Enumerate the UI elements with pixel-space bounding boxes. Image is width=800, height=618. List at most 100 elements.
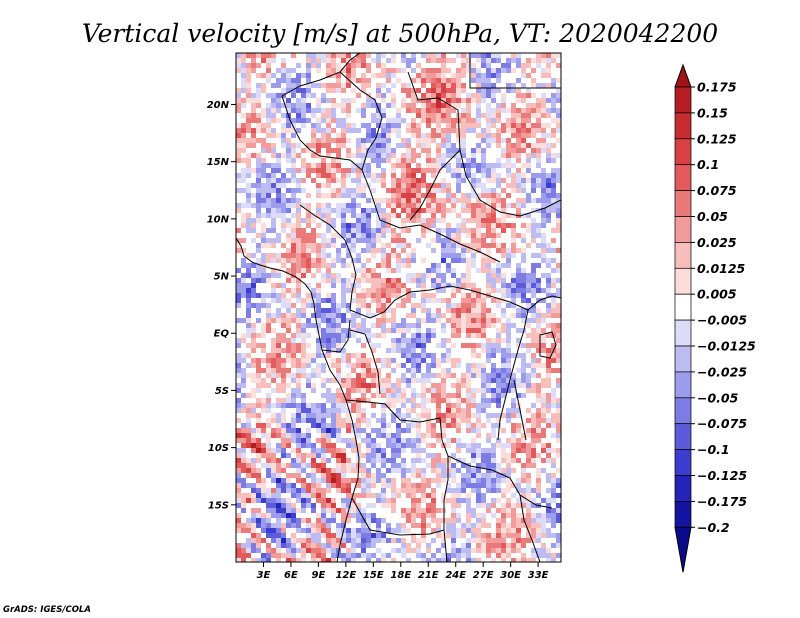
- field-cell: [236, 433, 241, 438]
- field-cell: [276, 143, 281, 148]
- field-cell: [291, 118, 296, 123]
- field-cell: [286, 183, 291, 188]
- field-cell: [356, 293, 361, 298]
- field-cell: [471, 223, 476, 228]
- field-cell: [401, 218, 406, 223]
- field-cell: [271, 383, 276, 388]
- field-cell: [276, 118, 281, 123]
- field-cell: [456, 318, 461, 323]
- field-cell: [291, 143, 296, 148]
- field-cell: [416, 428, 421, 433]
- field-cell: [356, 153, 361, 158]
- field-cell: [321, 288, 326, 293]
- field-cell: [281, 318, 286, 323]
- field-cell: [551, 133, 556, 138]
- field-cell: [386, 198, 391, 203]
- field-cell: [281, 408, 286, 413]
- field-cell: [286, 253, 291, 258]
- field-cell: [346, 63, 351, 68]
- field-cell: [351, 203, 356, 208]
- field-cell: [271, 118, 276, 123]
- field-cell: [316, 53, 321, 58]
- field-cell: [361, 173, 366, 178]
- field-cell: [556, 198, 561, 203]
- field-cell: [481, 138, 486, 143]
- field-cell: [256, 213, 261, 218]
- field-cell: [281, 208, 286, 213]
- field-cell: [491, 418, 496, 423]
- field-cell: [301, 98, 306, 103]
- field-cell: [376, 113, 381, 118]
- field-cell: [441, 128, 446, 133]
- field-cell: [521, 338, 526, 343]
- field-cell: [431, 313, 436, 318]
- field-cell: [396, 388, 401, 393]
- field-cell: [546, 358, 551, 363]
- field-cell: [271, 263, 276, 268]
- field-cell: [521, 393, 526, 398]
- field-cell: [321, 298, 326, 303]
- field-cell: [331, 423, 336, 428]
- field-cell: [356, 368, 361, 373]
- field-cell: [466, 408, 471, 413]
- field-cell: [491, 393, 496, 398]
- field-cell: [241, 268, 246, 273]
- field-cell: [246, 178, 251, 183]
- field-cell: [476, 193, 481, 198]
- field-cell: [291, 348, 296, 353]
- field-cell: [376, 58, 381, 63]
- field-cell: [286, 288, 291, 293]
- field-cell: [521, 118, 526, 123]
- field-cell: [256, 138, 261, 143]
- field-cell: [406, 328, 411, 333]
- field-cell: [551, 398, 556, 403]
- field-cell: [456, 393, 461, 398]
- field-cell: [376, 333, 381, 338]
- field-cell: [281, 243, 286, 248]
- field-cell: [391, 398, 396, 403]
- field-cell: [316, 228, 321, 233]
- field-cell: [511, 253, 516, 258]
- field-cell: [441, 203, 446, 208]
- field-cell: [306, 228, 311, 233]
- field-cell: [456, 53, 461, 58]
- field-cell: [531, 248, 536, 253]
- field-cell: [296, 68, 301, 73]
- field-cell: [256, 338, 261, 343]
- field-cell: [486, 373, 491, 378]
- field-cell: [326, 308, 331, 313]
- field-cell: [241, 398, 246, 403]
- field-cell: [346, 253, 351, 258]
- field-cell: [281, 123, 286, 128]
- field-cell: [246, 168, 251, 173]
- field-cell: [331, 78, 336, 83]
- field-cell: [246, 88, 251, 93]
- field-cell: [381, 93, 386, 98]
- field-cell: [276, 98, 281, 103]
- field-cell: [536, 73, 541, 78]
- field-cell: [261, 213, 266, 218]
- field-cell: [296, 108, 301, 113]
- field-cell: [496, 248, 501, 253]
- field-cell: [306, 393, 311, 398]
- field-cell: [501, 53, 506, 58]
- field-cell: [341, 218, 346, 223]
- field-cell: [406, 138, 411, 143]
- field-cell: [466, 333, 471, 338]
- field-cell: [361, 158, 366, 163]
- field-cell: [516, 243, 521, 248]
- field-cell: [261, 348, 266, 353]
- field-cell: [416, 163, 421, 168]
- field-cell: [396, 198, 401, 203]
- field-cell: [276, 108, 281, 113]
- field-cell: [301, 433, 306, 438]
- field-cell: [521, 403, 526, 408]
- field-cell: [481, 228, 486, 233]
- field-cell: [336, 203, 341, 208]
- field-cell: [506, 173, 511, 178]
- field-cell: [256, 298, 261, 303]
- field-cell: [246, 78, 251, 83]
- field-cell: [546, 88, 551, 93]
- field-cell: [546, 348, 551, 353]
- field-cell: [331, 293, 336, 298]
